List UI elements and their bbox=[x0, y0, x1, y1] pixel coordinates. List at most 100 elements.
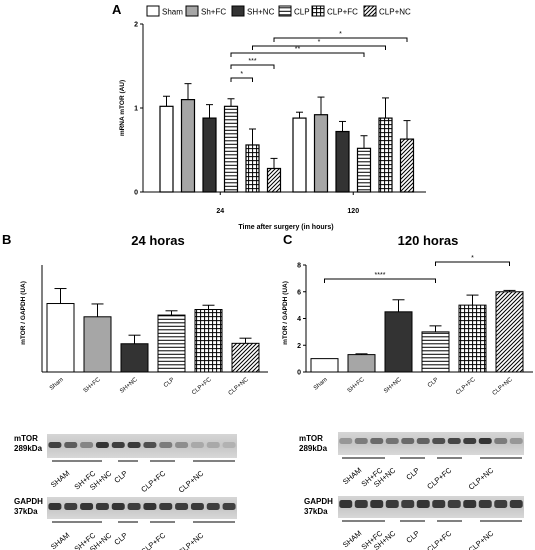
blot-lane-label: CLP+NC bbox=[177, 530, 206, 550]
blot-band bbox=[48, 503, 62, 510]
bar-sh-nc-120h bbox=[335, 130, 350, 193]
blot-band bbox=[143, 503, 157, 510]
panel-c-significance-bracket bbox=[435, 261, 510, 266]
panel-c-y-tick-label: 8 bbox=[297, 263, 301, 270]
panel-b-bar-clp bbox=[157, 314, 186, 373]
legend-swatch-clp bbox=[278, 5, 292, 17]
blot-b-mtor-name: mTOR bbox=[14, 434, 38, 443]
panel-b-bar-sh-fc bbox=[83, 316, 112, 373]
panel-c-bar-clp-nc bbox=[495, 291, 524, 373]
blot-band bbox=[190, 503, 204, 510]
panel-c-chart: 120 horas mTOR / GAPDH (UA) 0 2 4 6 8 Sham SH… bbox=[282, 233, 533, 397]
blot-band bbox=[370, 500, 384, 508]
bar-clp-nc-24h bbox=[266, 167, 282, 193]
blot-band bbox=[494, 438, 508, 444]
panel-c-x-tick-label: Sham bbox=[313, 377, 329, 392]
bar-sham-120h bbox=[292, 117, 307, 193]
blot-lane-label: CLP+NC bbox=[467, 465, 496, 491]
panel-a-y-tick-label: 2 bbox=[134, 22, 138, 29]
panel-c-title: 120 horas bbox=[398, 233, 459, 248]
legend-swatch-clp-fc bbox=[311, 5, 325, 17]
panel-b-x-tick-label: Sham bbox=[49, 377, 65, 392]
panel-a-chart: Sham Sh+FC SH+NC CLP CLP+FC CLP+NC mRNA mTOR … bbox=[119, 5, 426, 231]
panel-a-x-tick-label: 120 bbox=[347, 208, 359, 215]
blot-lane-label: CLP+FC bbox=[139, 530, 167, 550]
blot-c-gapdh-size: 37kDa bbox=[304, 507, 328, 516]
bar-clp-24h bbox=[223, 105, 239, 193]
blot-band bbox=[175, 442, 189, 448]
blot-band bbox=[159, 503, 173, 510]
blot-band bbox=[385, 438, 399, 444]
blot-lane-label: CLP+NC bbox=[467, 528, 496, 550]
panel-b-bar-sh-nc bbox=[120, 343, 149, 373]
panel-b-y-label: mTOR / GAPDH (UA) bbox=[20, 281, 27, 345]
blot-band bbox=[509, 438, 523, 444]
panel-b-x-tick-label: CLP+NC bbox=[228, 377, 251, 397]
panel-c-bar-sh-fc bbox=[347, 354, 376, 373]
panel-a-significance-bracket bbox=[252, 45, 386, 50]
blot-band bbox=[48, 442, 62, 448]
legend-label-sh-fc: Sh+FC bbox=[201, 8, 226, 17]
blot-band bbox=[64, 442, 78, 448]
panel-a-significance-label: * bbox=[339, 31, 342, 38]
panel-b-x-tick-label: SH+FC bbox=[83, 377, 103, 395]
panel-a-y-label: mRNA mTOR (AU) bbox=[119, 80, 126, 136]
blot-band bbox=[416, 500, 430, 508]
panel-c-y-tick-label: 0 bbox=[297, 370, 301, 377]
blot-b-mtor-membrane bbox=[47, 434, 237, 458]
blot-band bbox=[222, 503, 236, 510]
panel-c-x-tick-label: SH+NC bbox=[383, 377, 403, 395]
blot-c-mtor-name: mTOR bbox=[299, 434, 323, 443]
panel-a-x-tick-label: 24 bbox=[216, 208, 224, 215]
blot-b-gapdh-name: GAPDH bbox=[14, 497, 43, 506]
blot-lane-label: CLP+FC bbox=[425, 465, 453, 491]
panel-a-significance-bracket bbox=[230, 52, 365, 57]
legend-label-clp: CLP bbox=[294, 8, 310, 17]
blot-band bbox=[447, 438, 461, 444]
blot-band bbox=[143, 442, 157, 448]
bar-clp-nc-120h bbox=[399, 138, 415, 193]
panel-a-x-label: Time after surgery (in hours) bbox=[238, 224, 333, 231]
panel-c-bar-sham bbox=[310, 358, 339, 373]
bar-clp-fc-120h bbox=[378, 117, 393, 193]
blot-lane-label: SHAM bbox=[49, 469, 71, 490]
blot-band bbox=[494, 500, 508, 508]
blot-lane-label: CLP bbox=[112, 531, 129, 547]
legend-swatch-clp-nc bbox=[363, 5, 377, 17]
blot-band bbox=[432, 500, 446, 508]
panel-b-bar-sham bbox=[46, 303, 75, 373]
panel-b-bar-clp-fc bbox=[194, 309, 223, 373]
panel-b-x-tick-label: SH+NC bbox=[119, 377, 139, 395]
panel-c-y-tick-label: 2 bbox=[297, 343, 301, 350]
blot-band bbox=[478, 438, 492, 444]
blot-band bbox=[478, 500, 492, 508]
blot-lane-label: SHAM bbox=[49, 531, 71, 550]
blot-band bbox=[416, 438, 430, 444]
blot-lane-label: CLP+NC bbox=[177, 468, 206, 494]
panel-c-x-tick-label: SH+FC bbox=[347, 377, 367, 395]
legend-swatch-sham bbox=[146, 5, 160, 17]
blot-band bbox=[463, 500, 477, 508]
blot-band bbox=[509, 500, 523, 508]
blot-band bbox=[111, 442, 125, 448]
legend-label-clp-fc: CLP+FC bbox=[327, 8, 358, 17]
bar-sh-fc-24h bbox=[180, 98, 196, 193]
panel-b-title: 24 horas bbox=[131, 233, 184, 248]
bar-clp-120h bbox=[356, 147, 372, 193]
blot-band bbox=[401, 500, 415, 508]
blot-c-gapdh-membrane bbox=[338, 496, 524, 518]
blot-band bbox=[401, 438, 415, 444]
blot-c-gapdh-name: GAPDH bbox=[304, 497, 333, 506]
blot-b-gapdh-membrane bbox=[47, 497, 237, 519]
panel-c-y-label: mTOR / GAPDH (UA) bbox=[282, 281, 289, 345]
bar-sh-nc-24h bbox=[202, 117, 217, 193]
legend-swatch-sh-nc bbox=[231, 5, 245, 17]
blot-band bbox=[354, 438, 368, 444]
panel-a-y-tick-label: 0 bbox=[134, 190, 138, 197]
blot-band bbox=[354, 500, 368, 508]
blot-band bbox=[190, 442, 204, 448]
panel-a-significance-label: *** bbox=[248, 58, 256, 65]
bar-sham-24h bbox=[159, 105, 174, 193]
blot-band bbox=[127, 503, 141, 510]
